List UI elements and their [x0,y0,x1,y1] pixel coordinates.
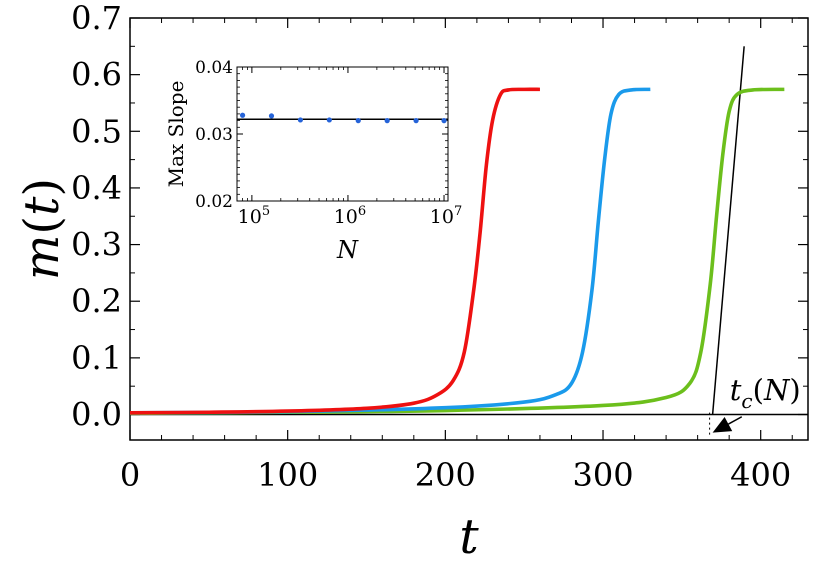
inset-x-tick-label: 105 [238,204,270,228]
inset-background [237,67,448,201]
inset-x-tick-base: 10 [334,206,358,228]
annotation-label-argument: N [763,373,791,407]
inset-x-tick-exponent: 6 [358,204,366,219]
inset-data-point [268,113,275,119]
annotation-label-paren: ( [753,373,764,407]
annotation-label-subscript: c [741,389,752,413]
inset-x-tick-base: 10 [238,206,262,228]
y-tick-label: 0.1 [71,339,122,377]
inset-points-group [237,112,448,124]
inset-plot-ticks [236,66,448,202]
inset-data-point [413,118,419,124]
annotation-label: tc(N) [730,373,801,413]
inset-x-tick-label: 107 [430,204,462,228]
tangent-line [711,46,745,415]
y-tick-label: 0.5 [71,112,122,150]
main-plot-ticks [129,17,808,440]
y-axis-label: m(t) [14,178,70,280]
y-axis-label-symbol: m [14,235,70,281]
annotation-label-main: t [730,373,742,407]
inset-data-point [384,118,390,124]
main-tick-labels: 0 100 200 300 400 0.0 0.1 0.2 0.3 0.4 0.5 0.6 0.7 [71,0,791,494]
main-series-group [129,46,808,416]
y-tick-label: 0.4 [71,169,122,207]
x-tick-label: 200 [415,456,476,494]
x-tick-label: 300 [572,456,633,494]
x-tick-label: 100 [257,456,318,494]
annotation-arrow-head [712,417,733,433]
series-line-2 [129,87,651,415]
inset-x-tick-label: 106 [334,204,366,228]
tc-annotation: tc(N) [709,373,801,435]
inset-x-tick-exponent: 5 [262,204,270,219]
inset-data-point [326,117,332,123]
inset-x-axis-label: N [336,236,359,264]
inset-x-tick-base: 10 [430,206,454,228]
inset-data-point [297,117,304,123]
annotation-arrow-shaft [728,416,743,425]
inset-x-tick-exponent: 7 [454,204,462,219]
inset-data-point [239,112,246,118]
y-axis-label-paren: ( [14,216,70,235]
y-tick-label: 0.3 [71,226,122,264]
inset-y-axis-label: Max Slope [164,81,188,188]
y-tick-label: 0.0 [71,396,122,434]
y-tick-label: 0.2 [71,282,122,320]
y-tick-label: 0.7 [71,0,122,37]
inset-y-tick-label: 0.04 [195,58,233,78]
x-axis-label: t [459,509,479,564]
annotation-label-paren: ) [789,373,800,407]
y-tick-label: 0.6 [71,56,122,94]
main-plot-frame [129,17,809,441]
x-tick-label: 400 [730,456,791,494]
inset-data-point [355,118,361,124]
x-tick-label: 0 [120,456,140,494]
inset-y-tick-label: 0.02 [195,192,233,212]
inset-data-point [441,118,447,124]
series-line-1 [129,87,540,415]
y-axis-label-paren: ) [14,178,70,197]
series-line-3 [129,87,785,416]
y-axis-label-argument: t [14,196,70,216]
inset-y-tick-label: 0.03 [195,125,233,145]
